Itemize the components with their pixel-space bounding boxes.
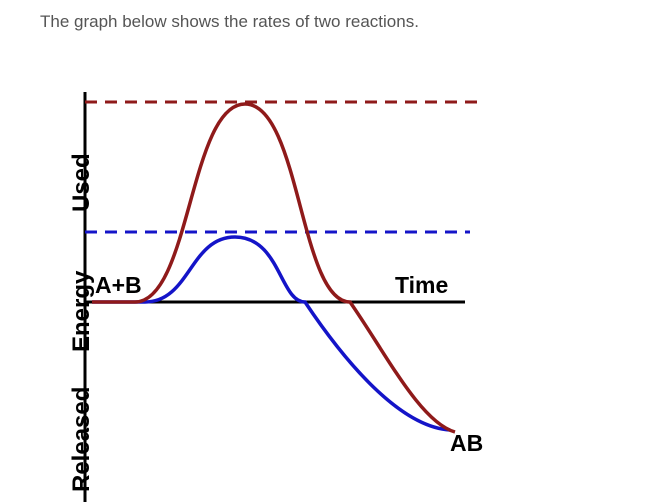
y-axis-label-used: Used — [68, 153, 96, 212]
y-axis-label-released: Released — [68, 387, 96, 492]
caption-text: The graph below shows the rates of two r… — [0, 0, 648, 32]
chart-container: Used Energy Released A+B Time AB — [0, 32, 648, 492]
products-label: AB — [450, 430, 483, 457]
reaction-energy-chart — [0, 32, 648, 502]
y-axis-label-energy: Energy — [68, 271, 96, 352]
reaction-curve-blue — [92, 237, 450, 430]
reactants-label: A+B — [95, 272, 142, 299]
reaction-curve-red — [92, 104, 455, 432]
x-axis-label: Time — [395, 272, 448, 299]
